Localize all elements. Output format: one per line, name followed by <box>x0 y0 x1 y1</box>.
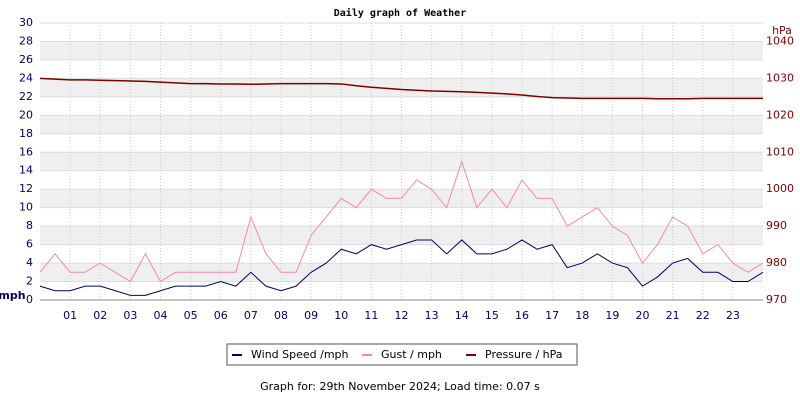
x-tick-label: 06 <box>214 309 228 322</box>
x-tick-label: 23 <box>726 309 740 322</box>
x-tick-label: 02 <box>93 309 107 322</box>
y-tick-label: 16 <box>19 145 33 158</box>
y-tick-label: 28 <box>19 34 33 47</box>
y2-tick-label: 980 <box>766 256 787 269</box>
x-tick-label: 19 <box>605 309 619 322</box>
y2-tick-label: 1000 <box>766 182 794 195</box>
y-tick-label: 0 <box>26 293 33 306</box>
x-tick-label: 14 <box>455 309 469 322</box>
x-tick-label: 17 <box>545 309 559 322</box>
grid-band <box>40 226 763 245</box>
x-tick-label: 01 <box>63 309 77 322</box>
y-tick-label: 18 <box>19 127 33 140</box>
x-tick-label: 04 <box>154 309 168 322</box>
y-tick-label: 12 <box>19 182 33 195</box>
y-tick-label: 30 <box>19 16 33 29</box>
x-tick-label: 09 <box>304 309 318 322</box>
y-tick-label: 24 <box>19 71 33 84</box>
y2-tick-label: 1040 <box>766 34 794 47</box>
series-line <box>39 159 764 283</box>
x-tick-label: 12 <box>395 309 409 322</box>
x-tick-label: 16 <box>515 309 529 322</box>
legend-label: Gust / mph <box>381 348 442 361</box>
legend-label: Wind Speed /mph <box>251 348 349 361</box>
x-tick-label: 13 <box>425 309 439 322</box>
x-tick-label: 07 <box>244 309 258 322</box>
y2-tick-label: 1010 <box>766 145 794 158</box>
y2-tick-label: 1030 <box>766 71 794 84</box>
y2-tick-label: 990 <box>766 219 787 232</box>
y-tick-label: 4 <box>26 256 33 269</box>
x-tick-label: 22 <box>696 309 710 322</box>
x-tick-label: 21 <box>666 309 680 322</box>
x-tick-label: 05 <box>184 309 198 322</box>
y-tick-label: 10 <box>19 201 33 214</box>
footer: Graph for: 29th November 2024; Load time… <box>260 380 540 393</box>
legend-box <box>226 343 578 366</box>
series-line <box>39 77 763 100</box>
x-tick-label: 20 <box>636 309 650 322</box>
x-tick-label: 03 <box>123 309 137 322</box>
x-tick-label: 11 <box>364 309 378 322</box>
legend-label: Pressure / hPa <box>485 348 563 361</box>
y2-tick-label: 970 <box>766 293 787 306</box>
y-tick-label: 6 <box>26 238 33 251</box>
y2-axis-label: hPa <box>772 24 792 37</box>
y-tick-label: 14 <box>19 164 33 177</box>
y-tick-label: 26 <box>19 53 33 66</box>
x-tick-label: 18 <box>575 309 589 322</box>
x-tick-label: 15 <box>485 309 499 322</box>
y2-tick-label: 1020 <box>766 108 794 121</box>
chart-title: Daily graph of Weather <box>334 7 466 19</box>
y-tick-label: 8 <box>26 219 33 232</box>
y-tick-label: 2 <box>26 275 33 288</box>
x-tick-label: 10 <box>334 309 348 322</box>
series-line <box>39 239 764 296</box>
y-axis-label: mph <box>0 289 26 302</box>
x-tick-label: 08 <box>274 309 288 322</box>
y-tick-label: 22 <box>19 90 33 103</box>
y-tick-label: 20 <box>19 108 33 121</box>
